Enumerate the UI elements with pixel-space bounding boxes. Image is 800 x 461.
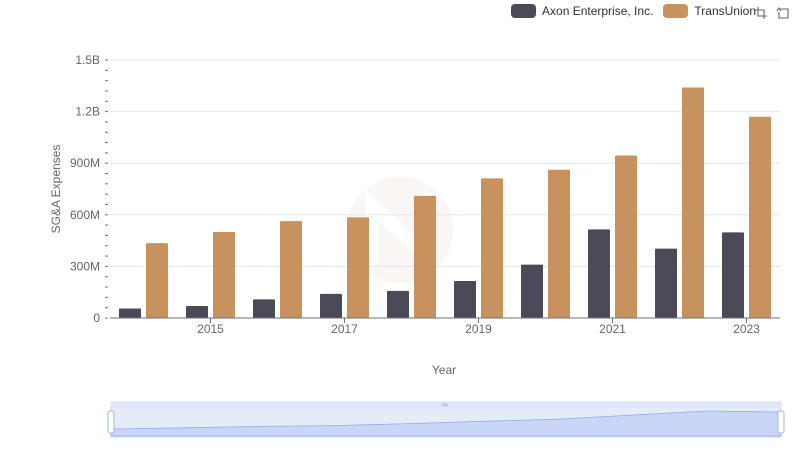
bar-axon-2015[interactable] <box>186 305 208 318</box>
bar-axon-2017[interactable] <box>320 293 342 318</box>
bar-axon-2021[interactable] <box>588 229 610 318</box>
legend-swatch-axon <box>511 4 537 18</box>
x-tick-label: 2021 <box>599 322 626 336</box>
restore-icon[interactable] <box>776 6 790 20</box>
legend-swatch-transunion <box>663 4 689 18</box>
toolbox <box>754 6 790 20</box>
bar-transunion-2020[interactable] <box>548 169 570 318</box>
data-zoom-slider[interactable] <box>107 401 785 438</box>
slider-top-bar[interactable] <box>111 402 781 408</box>
x-axis-title: Year <box>432 363 456 377</box>
zoom-icon[interactable] <box>754 6 768 20</box>
bar-transunion-2015[interactable] <box>213 232 235 318</box>
legend-label-transunion: TransUnion <box>694 4 756 18</box>
y-tick-label: 600M <box>70 208 100 222</box>
y-tick-label: 1.5B <box>75 53 100 67</box>
legend: Axon Enterprise, Inc. TransUnion <box>511 4 756 18</box>
slider-move-grip-icon[interactable] <box>442 403 448 407</box>
bar-transunion-2019[interactable] <box>481 178 503 318</box>
y-tick-labels: 0 300M 600M 900M 1.2B 1.5B <box>70 53 100 325</box>
y-tick-label: 0 <box>93 311 100 325</box>
bars <box>119 87 771 319</box>
bar-axon-2019[interactable] <box>454 281 476 318</box>
bar-axon-2018[interactable] <box>387 290 409 318</box>
bar-axon-2014[interactable] <box>119 308 141 318</box>
x-tick-labels: 2015 2017 2019 2021 2023 <box>197 318 760 336</box>
x-tick-label: 2023 <box>733 322 760 336</box>
bar-transunion-2023[interactable] <box>749 116 771 318</box>
bar-transunion-2017[interactable] <box>347 217 369 318</box>
slider-handle-right[interactable] <box>777 410 785 434</box>
bar-transunion-2014[interactable] <box>146 243 168 318</box>
x-tick-label: 2017 <box>331 322 358 336</box>
bar-axon-2020[interactable] <box>521 264 543 318</box>
bar-axon-2022[interactable] <box>655 248 677 318</box>
legend-item-transunion[interactable]: TransUnion <box>663 4 756 18</box>
slider-handle-left[interactable] <box>107 410 115 434</box>
y-axis-title: SG&A Expenses <box>49 145 63 234</box>
bar-transunion-2018[interactable] <box>414 195 436 318</box>
bar-axon-2016[interactable] <box>253 299 275 318</box>
bar-axon-2023[interactable] <box>722 232 744 318</box>
y-tick-label: 900M <box>70 156 100 170</box>
bar-transunion-2022[interactable] <box>682 87 704 319</box>
bar-transunion-2021[interactable] <box>615 155 637 318</box>
x-tick-label: 2019 <box>465 322 492 336</box>
y-tick-label: 1.2B <box>75 105 100 119</box>
y-minor-ticks <box>105 59 108 319</box>
legend-label-axon: Axon Enterprise, Inc. <box>542 4 654 18</box>
legend-item-axon[interactable]: Axon Enterprise, Inc. <box>511 4 653 18</box>
grid-lines <box>110 59 780 267</box>
y-tick-label: 300M <box>70 259 100 273</box>
bar-transunion-2016[interactable] <box>280 221 302 318</box>
x-tick-label: 2015 <box>197 322 224 336</box>
